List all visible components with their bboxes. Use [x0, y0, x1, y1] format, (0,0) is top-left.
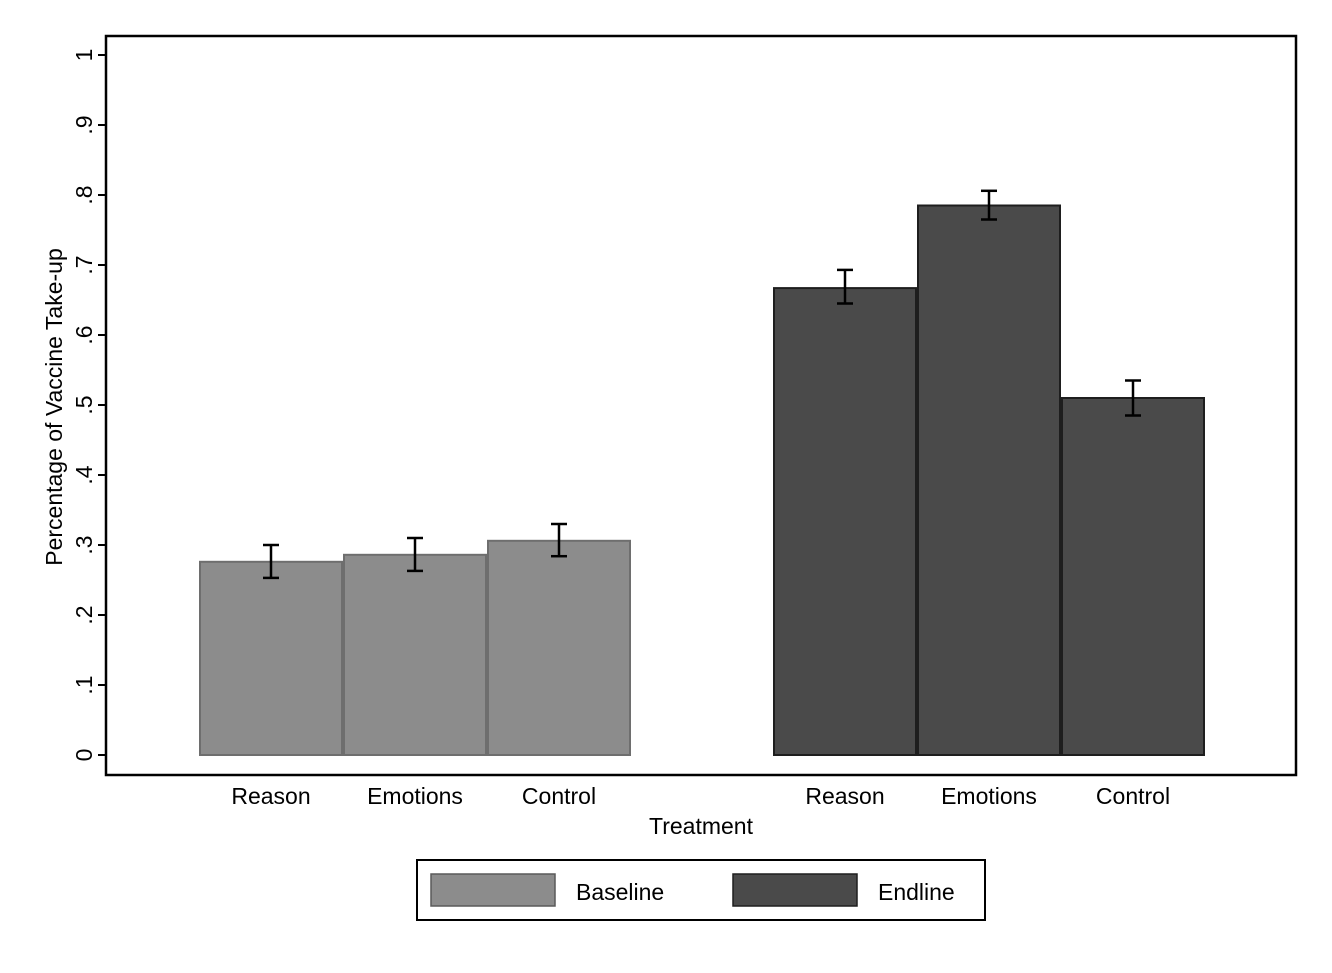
legend-label-baseline: Baseline [576, 879, 664, 905]
bar-endline-control [1061, 397, 1205, 756]
x-axis-tick-labels: Reason Emotions Control Reason Emotions Contr… [231, 783, 1170, 809]
bar-baseline-control [487, 539, 631, 756]
legend-swatch-baseline [430, 873, 556, 907]
error-bars-layer [263, 189, 1141, 580]
bar-endline-reason [773, 287, 917, 756]
x-tick-label: Reason [231, 783, 310, 809]
bar-baseline-emotions [343, 553, 487, 756]
y-tick-label: 0 [71, 749, 97, 762]
y-tick-label: .5 [71, 395, 97, 414]
x-tick-label: Reason [805, 783, 884, 809]
x-tick-label: Control [522, 783, 596, 809]
bar-baseline-reason [199, 560, 343, 756]
x-axis-label: Treatment [649, 813, 754, 839]
y-tick-label: .9 [71, 115, 97, 134]
y-axis-label: Percentage of Vaccine Take-up [41, 248, 67, 566]
x-tick-label: Control [1096, 783, 1170, 809]
bar-endline-emotions [917, 204, 1061, 756]
y-tick-label: .3 [71, 535, 97, 554]
y-tick-label: .4 [71, 465, 97, 484]
legend-swatch-endline [732, 873, 858, 907]
legend-label-endline: Endline [878, 879, 955, 905]
y-tick-label: .7 [71, 255, 97, 274]
bars-layer [199, 204, 1205, 756]
y-tick-label: 1 [71, 49, 97, 62]
y-tick-label: .1 [71, 675, 97, 694]
y-tick-label: .6 [71, 325, 97, 344]
legend: Baseline Endline [416, 859, 986, 921]
x-tick-label: Emotions [367, 783, 463, 809]
y-tick-label: .2 [71, 605, 97, 624]
y-axis-ticks: 0 .1 .2 .3 .4 .5 .6 .7 .8 .9 1 [71, 49, 106, 762]
x-tick-label: Emotions [941, 783, 1037, 809]
y-tick-label: .8 [71, 185, 97, 204]
